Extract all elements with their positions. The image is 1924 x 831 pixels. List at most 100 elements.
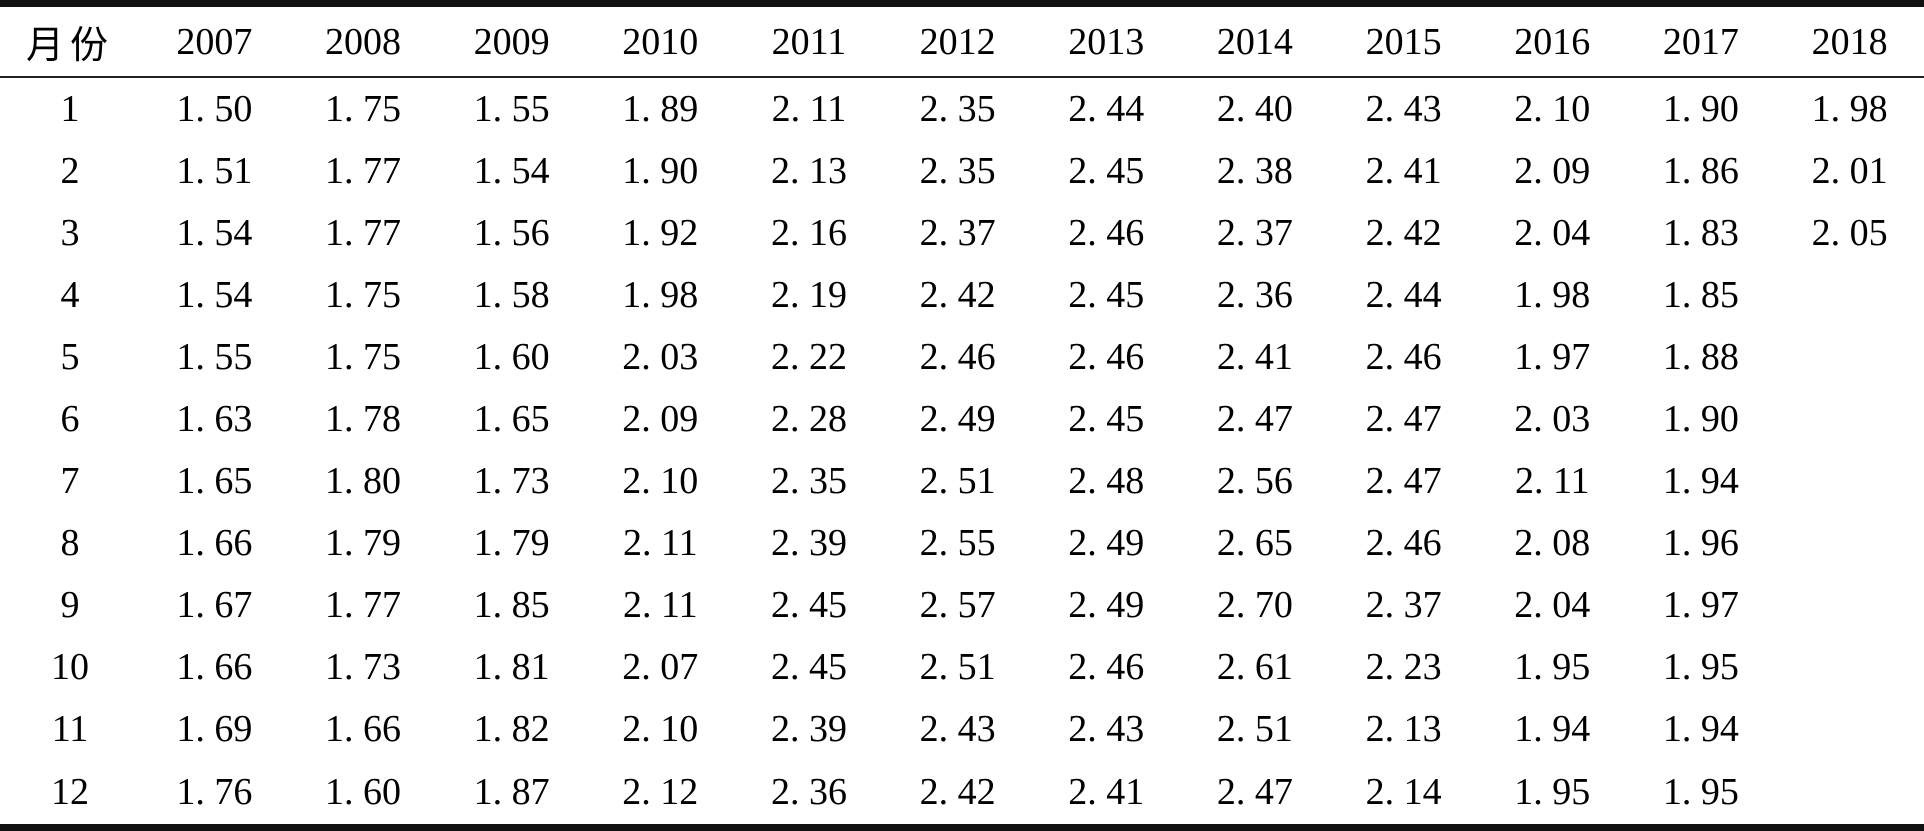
month-cell: 4 <box>60 274 80 317</box>
month-column-header: 月份 <box>0 3 140 78</box>
table-row-month-7: 7 1. 65 1. 80 1. 73 2. 10 2. 35 2. 51 2. 48 2. 5… <box>0 450 1924 512</box>
table-row-month-11: 11 1. 69 1. 66 1. 82 2. 10 2. 39 2. 43 2. 43 2. … <box>0 698 1924 760</box>
table-row-month-3: 3 1. 54 1. 77 1. 56 1. 92 2. 16 2. 37 2. 46 2. 3… <box>0 202 1924 264</box>
value-cell-2011-m12: 2. 36 <box>770 771 847 814</box>
value-cell-2010-m12: 2. 12 <box>622 771 699 814</box>
value-cell-2013-m7: 2. 48 <box>1068 460 1145 503</box>
value-cell-2017-m10: 1. 95 <box>1662 646 1739 689</box>
value-cell-2015-m8: 2. 46 <box>1365 522 1442 565</box>
value-cell-2007-m8: 1. 66 <box>176 522 253 565</box>
value-cell-2011-m5: 2. 22 <box>770 336 847 379</box>
value-cell-2014-m3: 2. 37 <box>1216 212 1293 255</box>
value-cell-2011-m2: 2. 13 <box>770 150 847 193</box>
value-cell-2012-m5: 2. 46 <box>919 336 996 379</box>
year-column-header-2016: 2016 <box>1477 3 1627 78</box>
value-cell-2012-m1: 2. 35 <box>919 88 996 131</box>
value-cell-2010-m10: 2. 07 <box>622 646 699 689</box>
table-row-month-9: 9 1. 67 1. 77 1. 85 2. 11 2. 45 2. 57 2. 49 2. 7… <box>0 574 1924 636</box>
value-cell-2010-m3: 1. 92 <box>622 212 699 255</box>
value-cell-2012-m4: 2. 42 <box>919 274 996 317</box>
value-cell-2011-m7: 2. 35 <box>770 460 847 503</box>
year-column-header-2014: 2014 <box>1180 3 1330 78</box>
value-cell-2017-m2: 1. 86 <box>1662 150 1739 193</box>
value-cell-2007-m11: 1. 69 <box>176 708 253 751</box>
table-row-month-6: 6 1. 63 1. 78 1. 65 2. 09 2. 28 2. 49 2. 45 2. 4… <box>0 388 1924 450</box>
month-cell: 1 <box>60 88 80 131</box>
value-cell-2011-m3: 2. 16 <box>770 212 847 255</box>
value-cell-2009-m12: 1. 87 <box>473 771 550 814</box>
value-cell-2016-m4: 1. 98 <box>1514 274 1591 317</box>
value-cell-2007-m4: 1. 54 <box>176 274 253 317</box>
value-cell-2009-m10: 1. 81 <box>473 646 550 689</box>
value-cell-2011-m6: 2. 28 <box>770 398 847 441</box>
value-cell-2016-m9: 2. 04 <box>1514 584 1591 627</box>
value-cell-2008-m12: 1. 60 <box>324 771 401 814</box>
value-cell-2015-m1: 2. 43 <box>1365 88 1442 131</box>
value-cell-2012-m7: 2. 51 <box>919 460 996 503</box>
value-cell-2011-m9: 2. 45 <box>770 584 847 627</box>
value-cell-2010-m4: 1. 98 <box>622 274 699 317</box>
year-column-header-2017: 2017 <box>1626 3 1776 78</box>
value-cell-2013-m12: 2. 41 <box>1068 771 1145 814</box>
value-cell-2009-m4: 1. 58 <box>473 274 550 317</box>
value-cell-2010-m9: 2. 11 <box>623 584 698 627</box>
value-cell-2015-m4: 2. 44 <box>1365 274 1442 317</box>
value-cell-2014-m6: 2. 47 <box>1216 398 1293 441</box>
value-cell-2013-m8: 2. 49 <box>1068 522 1145 565</box>
month-cell: 2 <box>60 150 80 193</box>
value-cell-2007-m7: 1. 65 <box>176 460 253 503</box>
year-column-header-2008: 2008 <box>288 3 438 78</box>
value-cell-2016-m10: 1. 95 <box>1514 646 1591 689</box>
value-cell-2010-m1: 1. 89 <box>622 88 699 131</box>
value-cell-2013-m4: 2. 45 <box>1068 274 1145 317</box>
value-cell-2016-m7: 2. 11 <box>1514 460 1590 503</box>
value-cell-2012-m3: 2. 37 <box>919 212 996 255</box>
value-cell-2014-m4: 2. 36 <box>1216 274 1293 317</box>
value-cell-2008-m11: 1. 66 <box>324 708 401 751</box>
month-cell: 10 <box>51 646 89 689</box>
value-cell-2007-m3: 1. 54 <box>176 212 253 255</box>
value-cell-2018-m2: 2. 01 <box>1811 150 1888 193</box>
table-row-month-2: 2 1. 51 1. 77 1. 54 1. 90 2. 13 2. 35 2. 45 2. 3… <box>0 140 1924 202</box>
value-cell-2018-m5 <box>1775 326 1924 388</box>
value-cell-2008-m9: 1. 77 <box>324 584 401 627</box>
value-cell-2015-m6: 2. 47 <box>1365 398 1442 441</box>
value-cell-2014-m10: 2. 61 <box>1216 646 1293 689</box>
value-cell-2015-m5: 2. 46 <box>1365 336 1442 379</box>
value-cell-2012-m8: 2. 55 <box>919 522 996 565</box>
year-column-header-2012: 2012 <box>883 3 1032 78</box>
value-cell-2009-m11: 1. 82 <box>473 708 550 751</box>
table-row-month-1: 1 1. 50 1. 75 1. 55 1. 89 2. 11 2. 35 2. 44 2. 4… <box>0 77 1924 140</box>
value-cell-2010-m6: 2. 09 <box>622 398 699 441</box>
month-cell: 8 <box>60 522 80 565</box>
table-body: 1 1. 50 1. 75 1. 55 1. 89 2. 11 2. 35 2. 44 2. 4… <box>0 77 1924 828</box>
value-cell-2017-m1: 1. 90 <box>1662 88 1739 131</box>
table-row-month-8: 8 1. 66 1. 79 1. 79 2. 11 2. 39 2. 55 2. 49 2. 6… <box>0 512 1924 574</box>
table-row-month-12: 12 1. 76 1. 60 1. 87 2. 12 2. 36 2. 42 2. 41 2. … <box>0 760 1924 827</box>
value-cell-2008-m10: 1. 73 <box>324 646 401 689</box>
value-cell-2013-m10: 2. 46 <box>1068 646 1145 689</box>
value-cell-2018-m9 <box>1775 574 1924 636</box>
value-cell-2018-m10 <box>1775 636 1924 698</box>
value-cell-2009-m6: 1. 65 <box>473 398 550 441</box>
value-cell-2011-m10: 2. 45 <box>770 646 847 689</box>
value-cell-2007-m10: 1. 66 <box>176 646 253 689</box>
year-column-header-2013: 2013 <box>1031 3 1181 78</box>
value-cell-2007-m12: 1. 76 <box>176 771 253 814</box>
value-cell-2011-m4: 2. 19 <box>770 274 847 317</box>
year-column-header-2015: 2015 <box>1329 3 1478 78</box>
value-cell-2014-m2: 2. 38 <box>1216 150 1293 193</box>
value-cell-2013-m2: 2. 45 <box>1068 150 1145 193</box>
year-column-header-2009: 2009 <box>437 3 586 78</box>
value-cell-2009-m2: 1. 54 <box>473 150 550 193</box>
value-cell-2012-m10: 2. 51 <box>919 646 996 689</box>
value-cell-2018-m7 <box>1775 450 1924 512</box>
value-cell-2014-m5: 2. 41 <box>1216 336 1293 379</box>
value-cell-2012-m12: 2. 42 <box>919 771 996 814</box>
value-cell-2018-m11 <box>1775 698 1924 760</box>
value-cell-2011-m8: 2. 39 <box>770 522 847 565</box>
month-cell: 11 <box>51 708 89 751</box>
value-cell-2007-m6: 1. 63 <box>176 398 253 441</box>
value-cell-2015-m7: 2. 47 <box>1365 460 1442 503</box>
value-cell-2010-m5: 2. 03 <box>622 336 699 379</box>
